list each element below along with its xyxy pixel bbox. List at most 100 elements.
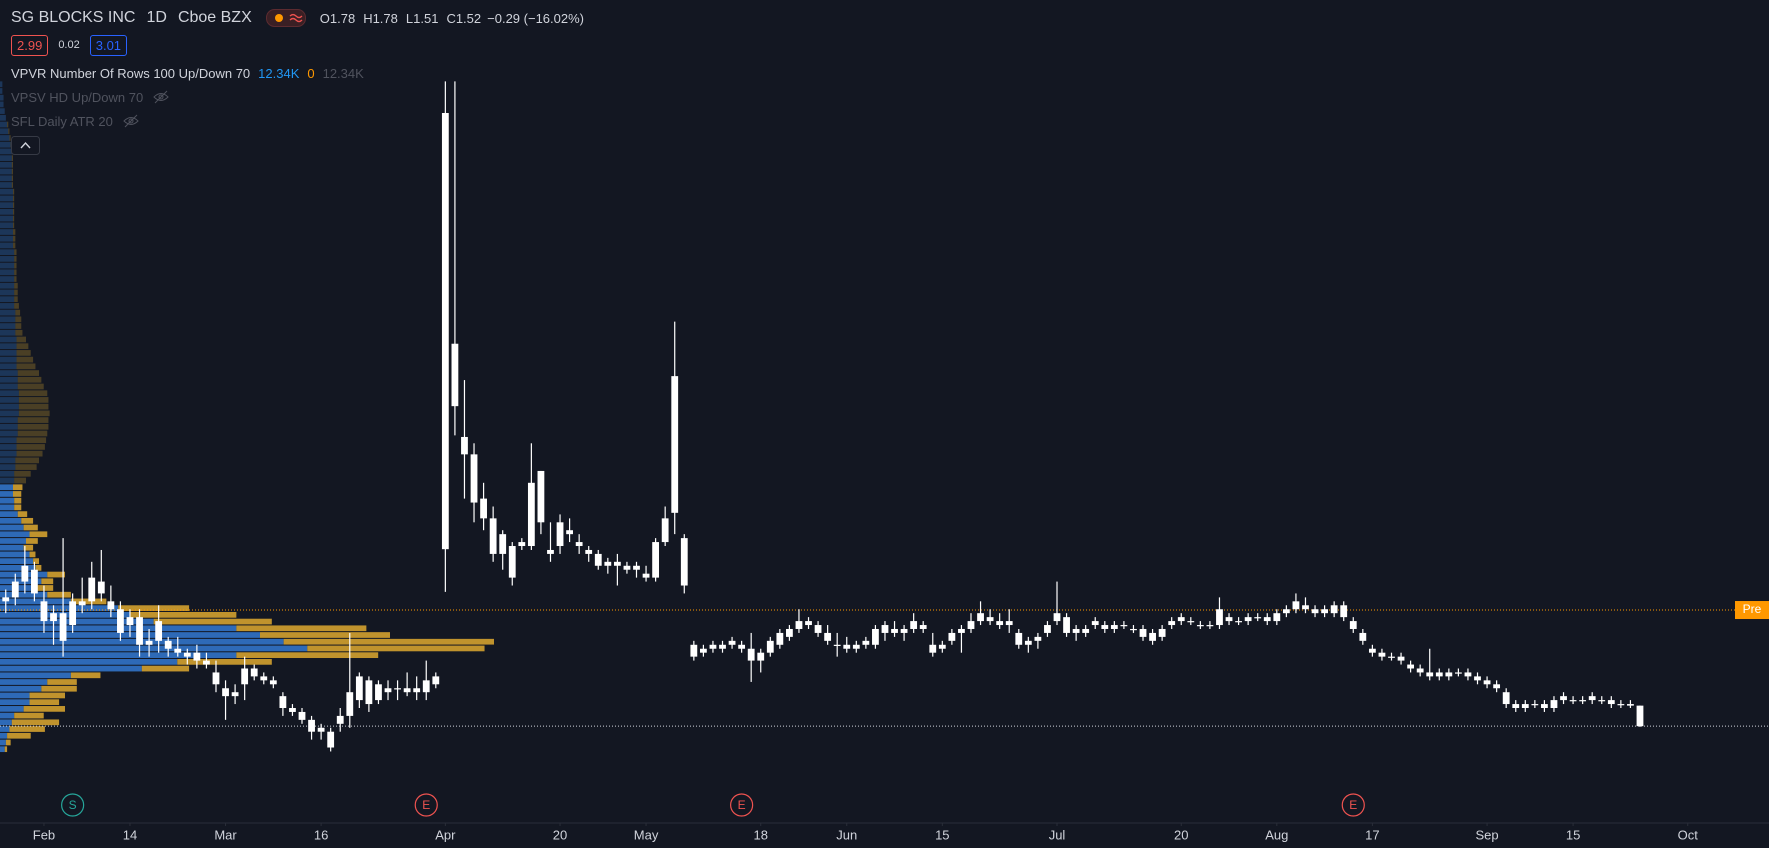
candle-body [1254,617,1262,619]
candle-body [461,436,468,455]
profile-up [0,276,15,282]
profile-up [0,390,19,397]
collapse-button[interactable] [11,136,40,155]
profile-up [0,155,12,161]
profile-down [5,739,11,746]
candle-body [680,538,688,586]
profile-down [16,450,43,457]
profile-up [0,410,19,417]
profile-down [23,706,65,712]
candle-body [776,632,784,645]
x-tick-label: 20 [553,827,567,842]
profile-up [0,370,18,376]
profile-up [0,564,36,571]
profile-down [29,531,48,538]
x-tick-label: May [634,827,659,842]
candle-body [174,648,182,653]
candle-body [1531,704,1539,706]
x-tick-label: 20 [1174,827,1188,842]
market-status-icon[interactable] [265,9,306,27]
profile-up [0,242,13,249]
indicator-value: 12.34K [258,65,300,81]
profile-down [15,309,21,316]
indicator-name[interactable]: SFL Daily ATR 20 [11,113,113,129]
profile-up [0,336,17,343]
profile-down [16,444,45,450]
candle-body [231,692,239,697]
candle-body [1044,625,1051,633]
candle-body [690,644,698,657]
bid[interactable]: 2.99 [11,34,49,56]
candle-body [1483,680,1491,685]
candle-body [289,708,296,712]
profile-up [0,470,15,477]
candle-body [652,542,660,578]
profile-up [0,88,3,94]
profile-up [0,685,42,692]
profile-down [11,155,13,161]
candle-body [155,621,163,641]
change: −0.29 (−16.02%) [487,10,584,26]
profile-down [236,652,379,659]
profile-down [13,215,15,222]
candle-body [852,644,860,649]
profile-up [0,699,30,706]
pre-market-label: Pre [1743,602,1762,616]
hidden-icon[interactable] [122,114,140,128]
candle-body [518,542,526,547]
profile-up [0,665,142,672]
candle-body [40,601,48,622]
profile-down [13,229,16,235]
candle-body [1454,672,1462,674]
ask[interactable]: 3.01 [89,34,128,56]
profile-down [14,256,17,262]
hidden-icon[interactable] [152,90,170,104]
profile-down [7,121,9,128]
event-marker[interactable] [1341,793,1365,817]
indicator-name[interactable]: VPSV HD Up/Down 70 [11,89,144,105]
event-marker[interactable] [414,793,438,817]
profile-up [0,719,12,726]
candle-body [1397,656,1405,661]
candle-body [881,625,889,633]
profile-down [13,188,15,195]
profile-down [15,329,23,336]
profile-down [16,437,47,444]
event-marker[interactable] [730,793,754,817]
profile-up [0,262,15,269]
candle-body [59,613,67,641]
profile-down [17,376,42,383]
candle-body [1407,664,1415,669]
candle-body [222,688,229,697]
profile-down [13,222,15,229]
candle-body [1627,704,1634,706]
profile-up [0,329,16,336]
profile-up [0,464,16,470]
profile-up [0,121,8,128]
candle-body [1101,625,1109,629]
x-tick-label: 16 [314,827,328,842]
profile-down [236,625,367,632]
profile-up [0,282,15,289]
interval[interactable]: 1D [146,9,167,26]
profile-up [0,128,9,135]
profile-up [0,376,18,383]
event-label: S [69,798,77,812]
x-tick-label: 15 [1566,827,1580,842]
profile-down [11,161,13,168]
candle-body [88,577,96,602]
candle-body [1072,628,1080,633]
candle-body [1378,652,1386,657]
event-marker[interactable] [61,793,85,817]
spread: 0.02 [58,39,80,51]
profile-down [260,632,390,638]
candle-body [145,640,153,645]
profile-up [0,229,13,235]
profile-up [0,195,13,202]
profile-up [0,303,15,309]
profile-down [13,195,15,202]
indicator-name[interactable]: VPVR Number Of Rows 100 Up/Down 70 [11,65,251,81]
profile-down [29,699,60,706]
candle-body [766,640,774,653]
profile-down [7,732,31,739]
